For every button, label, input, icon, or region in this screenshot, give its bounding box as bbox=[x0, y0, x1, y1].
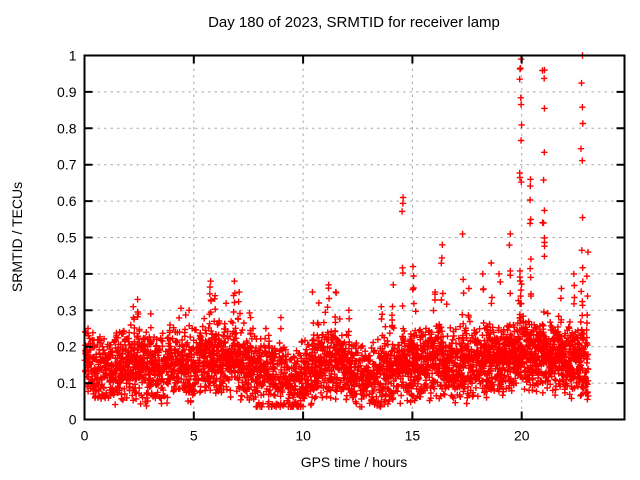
y-tick-label: 0.7 bbox=[57, 157, 77, 173]
axis-ticks bbox=[83, 54, 625, 421]
x-tick-labels: 0 5 10 15 20 bbox=[81, 428, 530, 444]
y-tick-label: 0 bbox=[69, 412, 77, 428]
x-tick-label: 0 bbox=[81, 428, 89, 444]
grid-lines bbox=[84, 55, 625, 420]
y-tick-label: 0.9 bbox=[57, 84, 77, 100]
y-tick-label: 0.5 bbox=[57, 230, 77, 246]
y-tick-label: 0.2 bbox=[57, 339, 77, 355]
y-tick-label: 0.4 bbox=[57, 266, 77, 282]
y-tick-labels: 0 0.1 0.2 0.3 0.4 0.5 0.6 0.7 0.8 0.9 1 bbox=[57, 48, 77, 428]
x-tick-label: 15 bbox=[405, 428, 421, 444]
y-tick-label: 0.8 bbox=[57, 120, 77, 136]
x-tick-label: 5 bbox=[190, 428, 198, 444]
x-axis-label: GPS time / hours bbox=[301, 454, 408, 470]
y-tick-label: 0.1 bbox=[57, 375, 77, 391]
y-axis-label: SRMTID / TECUs bbox=[9, 182, 25, 292]
x-tick-label: 10 bbox=[295, 428, 311, 444]
y-tick-label: 0.6 bbox=[57, 193, 77, 209]
chart-title: Day 180 of 2023, SRMTID for receiver lam… bbox=[208, 14, 500, 31]
y-tick-label: 0.3 bbox=[57, 302, 77, 318]
x-tick-label: 20 bbox=[514, 428, 530, 444]
y-tick-label: 1 bbox=[69, 48, 77, 64]
